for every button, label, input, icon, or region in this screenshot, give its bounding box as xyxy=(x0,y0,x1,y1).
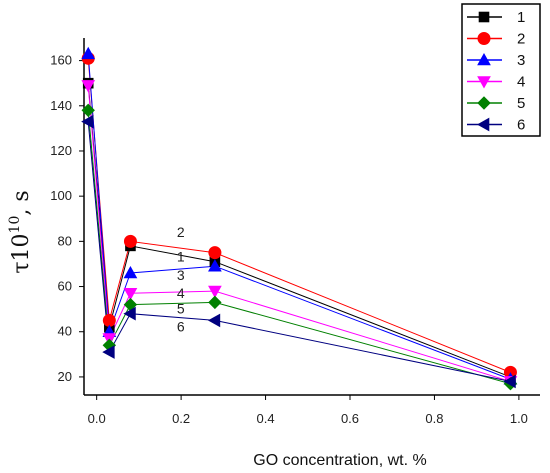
y-tick-label: 100 xyxy=(50,188,72,203)
y-tick-label: 40 xyxy=(58,324,72,339)
legend-marker-6 xyxy=(476,117,490,132)
series-6-point xyxy=(102,345,115,359)
series-6-point xyxy=(81,114,94,129)
y-axis-ticks: 20 40 60 80 100 120 140 160 xyxy=(50,53,84,384)
y-axis-label: τ1010, s xyxy=(7,190,34,273)
legend-label-5: 5 xyxy=(517,95,525,112)
series-4-line xyxy=(87,85,511,382)
x-axis-ticks: 0.0 0.2 0.4 0.6 0.8 1.0 xyxy=(88,395,528,426)
series-6-point xyxy=(123,306,136,321)
legend-marker-1 xyxy=(478,11,490,23)
x-tick-label: 0.2 xyxy=(172,411,190,426)
y-tick-label: 60 xyxy=(58,279,72,294)
series-1-line xyxy=(87,83,511,378)
series-4-point xyxy=(123,288,138,301)
legend-marker-3 xyxy=(477,52,491,66)
y-tick-label: 140 xyxy=(50,98,72,113)
x-tick-label: 0.4 xyxy=(257,411,275,426)
legend-label-4: 4 xyxy=(517,74,525,91)
curve-annotation: 5 xyxy=(177,301,185,317)
series-3-point xyxy=(81,46,96,60)
legend-label-2: 2 xyxy=(517,31,525,48)
series-4-point xyxy=(208,285,222,299)
y-axis-label-unit: , s xyxy=(9,190,34,215)
y-tick-label: 80 xyxy=(58,233,72,248)
x-tick-label: 0.6 xyxy=(341,411,359,426)
curve-annotation: 6 xyxy=(177,319,185,335)
series-3-line xyxy=(87,53,511,380)
x-tick-label: 0.0 xyxy=(88,411,106,426)
series-5-point xyxy=(81,103,95,118)
legend-marker-2 xyxy=(477,32,491,45)
legend-box xyxy=(461,3,541,137)
legend-label-1: 1 xyxy=(517,9,525,26)
series-2-point xyxy=(102,313,116,327)
series-4-point xyxy=(81,80,96,93)
series-6-point xyxy=(503,374,516,389)
curve-annotations: 2 1 3 45 6 xyxy=(177,224,185,335)
series-5-line xyxy=(87,110,511,385)
series-3-point xyxy=(208,259,222,272)
y-tick-label: 120 xyxy=(50,143,72,158)
legend-marker-4 xyxy=(477,76,491,89)
series-6-point xyxy=(207,313,221,328)
legend-label-3: 3 xyxy=(517,52,525,69)
legend-label-6: 6 xyxy=(517,117,525,134)
series-3-point xyxy=(123,265,138,279)
curve-annotation: 4 xyxy=(177,285,185,301)
curve-annotation: 2 xyxy=(177,224,185,240)
series-2-point xyxy=(208,246,222,260)
curve-annotation: 1 xyxy=(177,249,185,265)
series-2-point xyxy=(123,234,137,248)
x-axis-label: GO concentration, wt. % xyxy=(253,452,426,469)
series-markers xyxy=(81,46,518,391)
series-5-point xyxy=(208,295,222,310)
axes xyxy=(83,38,540,396)
y-axis-label-base: τ10 xyxy=(9,233,34,273)
y-tick-label: 20 xyxy=(58,369,72,384)
legend: 1 2 3 4 5 6 xyxy=(461,3,541,137)
series-lines xyxy=(87,53,511,385)
y-tick-label: 160 xyxy=(50,53,72,68)
curve-annotation: 3 xyxy=(177,267,185,283)
y-axis-label-superscript: 10 xyxy=(7,216,23,234)
series-6-line xyxy=(87,121,511,382)
x-tick-label: 1.0 xyxy=(510,411,528,426)
legend-marker-5 xyxy=(477,96,491,110)
x-tick-label: 0.8 xyxy=(425,411,443,426)
